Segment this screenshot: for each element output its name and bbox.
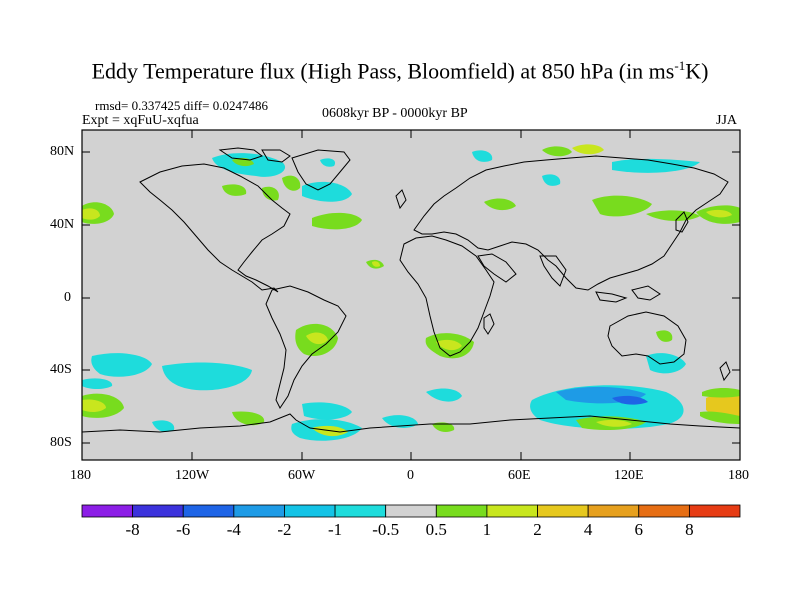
anomaly-contours <box>82 144 740 441</box>
colorbar-swatch <box>486 504 538 518</box>
colorbar-label: 1 <box>482 520 492 539</box>
colorbar-swatch <box>284 504 336 518</box>
y-tick-label: 0 <box>64 290 71 305</box>
period-label: 0608kyr BP - 0000kyr BP <box>322 106 468 121</box>
colorbar-label: -2 <box>277 520 292 539</box>
colorbar-label: -0.5 <box>372 520 400 539</box>
y-tick-label: 80N <box>50 144 75 159</box>
colorbar-swatch <box>182 504 235 518</box>
colorbar-swatch <box>587 504 640 518</box>
experiment-label: Expt = xqFuU-xqfua <box>82 113 199 128</box>
colorbar-swatch <box>81 504 134 518</box>
x-tick-label: 180 <box>70 468 91 483</box>
colorbar-swatch <box>638 504 690 518</box>
rmsd-diff-text: rmsd= 0.337425 diff= 0.0247486 <box>95 98 268 113</box>
chart-title: Eddy Temperature flux (High Pass, Bloomf… <box>91 58 709 84</box>
colorbar-label: -4 <box>226 520 241 539</box>
colorbar-swatch <box>435 504 488 518</box>
colorbar-swatch <box>334 504 387 518</box>
x-tick-label: 120E <box>614 468 644 483</box>
colorbar-swatch <box>537 504 589 518</box>
y-tick-label: 40S <box>50 362 72 377</box>
x-tick-label: 60W <box>288 468 316 483</box>
colorbar <box>81 504 741 518</box>
x-tick-label: 120W <box>175 468 210 483</box>
colorbar-swatch <box>688 504 741 518</box>
x-tick-label: 180 <box>728 468 749 483</box>
y-tick-label: 80S <box>50 435 72 450</box>
x-tick-label: 0 <box>407 468 414 483</box>
colorbar-swatch <box>233 504 285 518</box>
colorbar-label: 2 <box>533 520 542 539</box>
colorbar-label: 8 <box>685 520 694 539</box>
colorbar-label: -1 <box>327 520 343 539</box>
colorbar-label: -8 <box>125 520 140 539</box>
x-tick-label: 60E <box>508 468 531 483</box>
colorbar-swatch <box>385 504 437 518</box>
colorbar-label: 4 <box>583 520 593 539</box>
colorbar-swatch <box>132 504 184 518</box>
colorbar-label: 6 <box>634 520 644 539</box>
season-label: JJA <box>716 113 738 128</box>
colorbar-label: -6 <box>176 520 191 539</box>
axis-ticks <box>82 130 740 460</box>
colorbar-label: 0.5 <box>425 520 447 539</box>
coastlines <box>81 147 741 433</box>
y-tick-label: 40N <box>50 217 75 232</box>
